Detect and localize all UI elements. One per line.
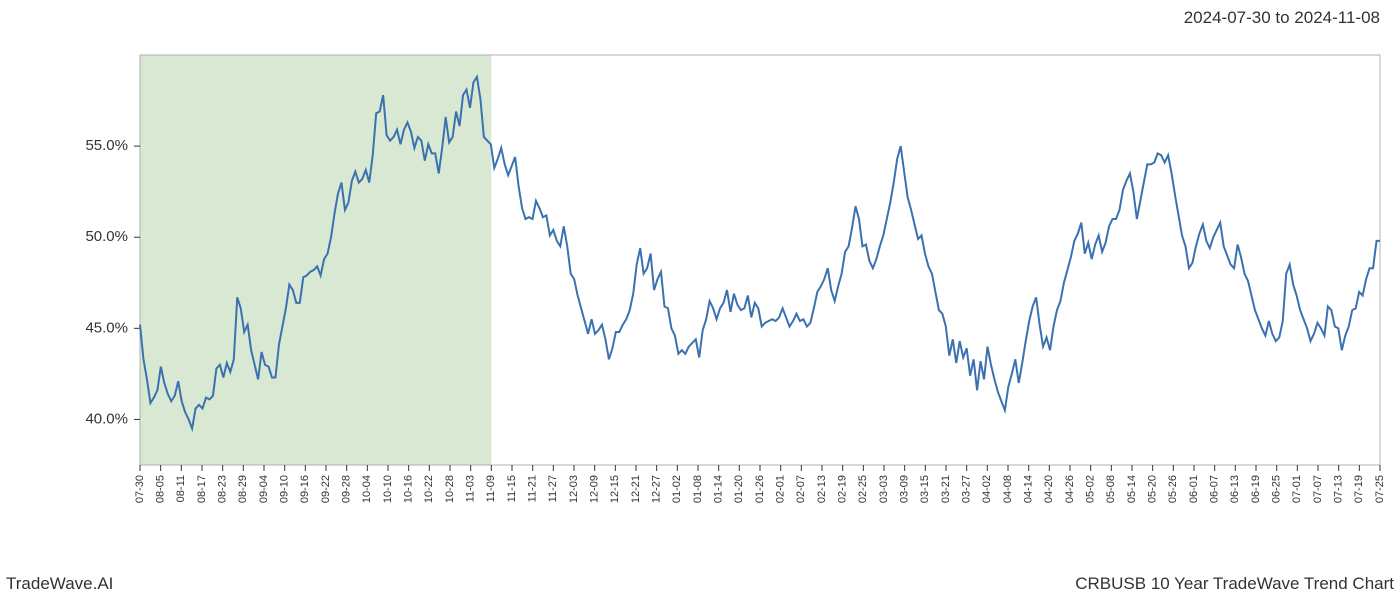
- x-tick-label: 02-01: [775, 475, 787, 503]
- x-tick-label: 07-07: [1312, 475, 1324, 503]
- x-tick-label: 11-21: [527, 475, 539, 502]
- x-tick-label: 05-20: [1147, 475, 1159, 503]
- footer-title: CRBUSB 10 Year TradeWave Trend Chart: [1075, 574, 1394, 594]
- x-tick-label: 12-03: [568, 475, 580, 503]
- x-tick-label: 08-29: [237, 475, 249, 503]
- x-tick-label: 06-13: [1229, 475, 1241, 503]
- x-tick-label: 10-22: [423, 475, 435, 503]
- x-tick-label: 07-30: [134, 475, 146, 503]
- x-tick-label: 10-16: [403, 475, 415, 503]
- x-tick-label: 09-16: [299, 475, 311, 503]
- y-tick-label: 45.0%: [85, 319, 128, 336]
- x-tick-label: 01-02: [671, 475, 683, 503]
- x-tick-label: 01-20: [733, 475, 745, 503]
- x-tick-label: 03-15: [919, 475, 931, 503]
- x-tick-label: 02-19: [837, 475, 849, 503]
- x-tick-label: 07-13: [1333, 475, 1345, 503]
- x-tick-label: 04-14: [1023, 475, 1035, 503]
- x-tick-label: 02-25: [857, 475, 869, 503]
- x-tick-label: 08-11: [175, 475, 187, 502]
- x-tick-label: 05-26: [1167, 475, 1179, 503]
- x-tick-label: 11-09: [485, 475, 497, 502]
- x-tick-label: 03-03: [878, 475, 890, 503]
- x-tick-label: 10-04: [361, 475, 373, 503]
- x-tick-label: 05-14: [1126, 475, 1138, 503]
- x-tick-label: 11-15: [506, 475, 518, 502]
- x-tick-label: 10-28: [444, 475, 456, 503]
- x-tick-label: 11-03: [465, 475, 477, 502]
- x-tick-label: 09-22: [320, 475, 332, 503]
- x-tick-label: 08-23: [217, 475, 229, 503]
- x-tick-label: 03-27: [961, 475, 973, 503]
- x-tick-label: 07-25: [1374, 475, 1386, 503]
- x-tick-label: 01-08: [692, 475, 704, 503]
- x-tick-label: 07-19: [1353, 475, 1365, 503]
- x-tick-label: 01-14: [713, 475, 725, 503]
- y-tick-label: 55.0%: [85, 137, 128, 154]
- x-tick-label: 05-08: [1105, 475, 1117, 503]
- x-tick-label: 06-01: [1188, 475, 1200, 503]
- x-tick-label: 12-27: [651, 475, 663, 503]
- trend-chart: 40.0%45.0%50.0%55.0%07-3008-0508-1108-17…: [140, 55, 1380, 465]
- x-tick-label: 09-04: [258, 475, 270, 503]
- x-tick-label: 12-09: [589, 475, 601, 503]
- x-tick-label: 04-26: [1064, 475, 1076, 503]
- x-tick-label: 04-02: [981, 475, 993, 503]
- x-tick-label: 12-15: [609, 475, 621, 503]
- highlight-band: [140, 55, 491, 465]
- x-tick-label: 09-10: [279, 475, 291, 503]
- y-tick-label: 40.0%: [85, 410, 128, 427]
- x-tick-label: 06-07: [1209, 475, 1221, 503]
- x-tick-label: 03-09: [899, 475, 911, 503]
- x-tick-label: 03-21: [940, 475, 952, 503]
- date-range-label: 2024-07-30 to 2024-11-08: [1184, 8, 1380, 28]
- x-tick-label: 01-26: [754, 475, 766, 503]
- x-tick-label: 08-05: [155, 475, 167, 503]
- footer-brand: TradeWave.AI: [6, 574, 113, 594]
- x-tick-label: 02-13: [816, 475, 828, 503]
- x-tick-label: 06-25: [1271, 475, 1283, 503]
- x-tick-label: 11-27: [547, 475, 559, 502]
- x-tick-label: 08-17: [196, 475, 208, 503]
- x-tick-label: 09-28: [341, 475, 353, 503]
- x-tick-label: 04-20: [1043, 475, 1055, 503]
- x-tick-label: 02-07: [795, 475, 807, 503]
- y-tick-label: 50.0%: [85, 228, 128, 245]
- chart-container: 2024-07-30 to 2024-11-08 TradeWave.AI CR…: [0, 0, 1400, 600]
- x-tick-label: 10-10: [382, 475, 394, 503]
- x-tick-label: 06-19: [1250, 475, 1262, 503]
- x-tick-label: 04-08: [1002, 475, 1014, 503]
- x-tick-label: 12-21: [630, 475, 642, 503]
- x-tick-label: 07-01: [1291, 475, 1303, 503]
- x-tick-label: 05-02: [1085, 475, 1097, 503]
